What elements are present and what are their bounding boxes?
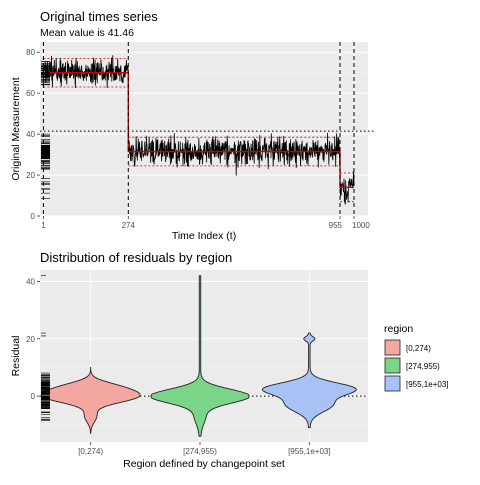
bottom-y-axis-label: Residual xyxy=(10,336,22,377)
top-chart-title: Original times series xyxy=(40,9,158,24)
top-chart-subtitle: Mean value is 41.46 xyxy=(40,27,134,39)
bottom-y-axis-ticks: 0 20 40 xyxy=(26,277,40,401)
legend-items: [0,274) [274,955) [955,1e+03] xyxy=(384,339,448,392)
legend-label: [0,274) xyxy=(406,344,431,353)
bottom-y-tick-label: 40 xyxy=(26,277,35,286)
legend-label: [955,1e+03] xyxy=(406,380,448,389)
time-series-chart: Original times series Mean value is 41.4… xyxy=(10,9,376,242)
bottom-x-tick-label: [274,955) xyxy=(183,447,217,456)
bottom-y-tick-label: 20 xyxy=(26,335,35,344)
bottom-x-tick-label: [955,1e+03] xyxy=(288,447,330,456)
legend-swatch xyxy=(384,375,401,392)
top-x-tick-label: 955 xyxy=(329,221,343,230)
segment-mean-line xyxy=(43,72,355,189)
top-y-tick-label: 80 xyxy=(26,48,35,57)
bottom-y-tick-label: 0 xyxy=(31,392,36,401)
top-y-tick-label: 40 xyxy=(26,130,35,139)
top-x-axis-ticks: 1 274 955 1000 xyxy=(41,216,370,230)
top-y-rug xyxy=(41,61,50,199)
top-y-tick-label: 20 xyxy=(26,171,35,180)
top-x-tick-label: 1 xyxy=(41,221,46,230)
bottom-chart-title: Distribution of residuals by region xyxy=(40,250,232,265)
legend-swatch xyxy=(384,357,401,374)
bottom-y-rug xyxy=(41,275,50,421)
top-x-tick-label: 274 xyxy=(122,221,136,230)
top-y-tick-label: 0 xyxy=(31,212,36,221)
top-y-axis-label: Original Measurement xyxy=(10,77,22,180)
top-x-tick-label: 1000 xyxy=(352,221,370,230)
legend: region [0,274) [274,955) [955,1e+03] xyxy=(384,323,448,392)
top-x-axis-label: Time Index (t) xyxy=(172,230,236,242)
violin-3 xyxy=(261,332,357,429)
legend-swatch xyxy=(384,339,401,356)
legend-label: [274,955) xyxy=(406,362,440,371)
bottom-x-axis-label: Region defined by changepoint set xyxy=(123,458,285,470)
violins xyxy=(41,275,357,437)
top-confidence-bands xyxy=(43,57,355,203)
violin-1 xyxy=(41,367,141,434)
top-y-tick-label: 60 xyxy=(26,89,35,98)
violin-2 xyxy=(150,275,250,437)
bottom-x-axis-ticks: [0,274) [274,955) [955,1e+03] xyxy=(78,442,331,456)
legend-title: region xyxy=(384,323,413,335)
violin-chart: Distribution of residuals by region 0 20 4… xyxy=(10,250,368,470)
bottom-x-tick-label: [0,274) xyxy=(78,447,103,456)
top-y-axis-ticks: 0 20 40 60 80 xyxy=(26,48,40,221)
